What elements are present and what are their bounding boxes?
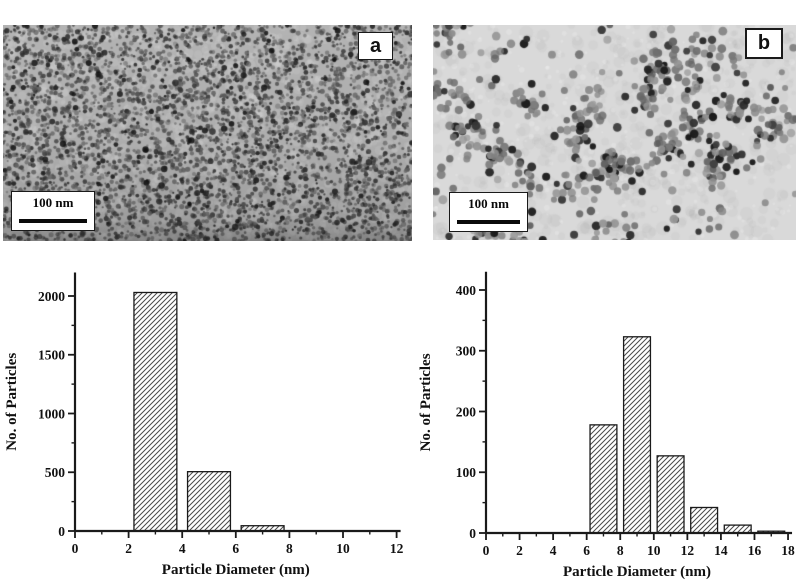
- y-tick-label: 1500: [38, 348, 65, 363]
- x-tick-label: 6: [583, 543, 590, 558]
- x-tick-label: 4: [179, 541, 186, 556]
- y-tick-label: 0: [58, 524, 65, 539]
- histogram-bar: [656, 455, 685, 534]
- histogram-bar: [133, 291, 178, 532]
- scale-bar-a-label: 100 nm: [32, 195, 74, 210]
- panel-label-b-text: b: [757, 32, 771, 54]
- histogram-bar: [589, 424, 618, 534]
- scale-bar-a: 100 nm: [11, 191, 95, 231]
- micrograph-panel-a: a 100 nm: [3, 25, 412, 241]
- histogram-bar: [690, 506, 719, 534]
- x-tick-label: 8: [617, 543, 624, 558]
- x-tick-label: 4: [550, 543, 557, 558]
- histogram-bar: [622, 336, 652, 534]
- y-tick-label: 400: [456, 283, 477, 298]
- y-tick-label: 0: [469, 526, 476, 541]
- x-axis-label: Particle Diameter (nm): [563, 564, 711, 580]
- scale-bar-b-line: [457, 220, 520, 224]
- histogram-a: 0 2 4 6 8 10 12 0 500 1000 1500 2000 Particle Diamet…: [4, 272, 404, 578]
- y-tick-label: 500: [45, 465, 66, 480]
- x-axis-label: Particle Diameter (nm): [162, 562, 310, 578]
- y-axis-label: No. of Particles: [418, 353, 434, 451]
- y-tick-label: 200: [456, 404, 477, 419]
- x-tick-label: 14: [714, 543, 728, 558]
- x-tick-label: 2: [125, 541, 132, 556]
- x-tick-label: 8: [286, 541, 293, 556]
- x-tick-label: 6: [232, 541, 239, 556]
- y-axis-label: No. of Particles: [4, 353, 20, 451]
- scale-bar-a-line: [19, 219, 87, 223]
- panel-label-a: a: [358, 32, 393, 60]
- panel-label-b: b: [745, 28, 783, 59]
- scale-bar-b-label: 100 nm: [468, 196, 509, 211]
- x-tick-label: 2: [516, 543, 523, 558]
- y-tick-label: 2000: [38, 289, 65, 304]
- x-tick-label: 0: [72, 541, 79, 556]
- histogram-bar: [186, 471, 232, 532]
- x-tick-label: 18: [781, 543, 795, 558]
- x-tick-label: 10: [336, 541, 350, 556]
- scale-bar-b: 100 nm: [449, 192, 528, 232]
- histogram-bar: [723, 524, 752, 534]
- x-tick-label: 16: [748, 543, 762, 558]
- x-tick-label: 10: [647, 543, 661, 558]
- x-tick-label: 12: [390, 541, 404, 556]
- y-tick-label: 300: [456, 344, 477, 359]
- y-tick-label: 1000: [38, 406, 65, 421]
- panel-label-a-text: a: [369, 34, 382, 57]
- y-tick-label: 100: [456, 465, 477, 480]
- micrograph-panel-b: b 100 nm: [433, 25, 796, 240]
- x-tick-label: 0: [483, 543, 490, 558]
- histogram-b: 0 2 4 6 8 10 12 14 16 18 0 100 200 300 400 Particle Dia…: [418, 271, 795, 580]
- x-tick-label: 12: [681, 543, 695, 558]
